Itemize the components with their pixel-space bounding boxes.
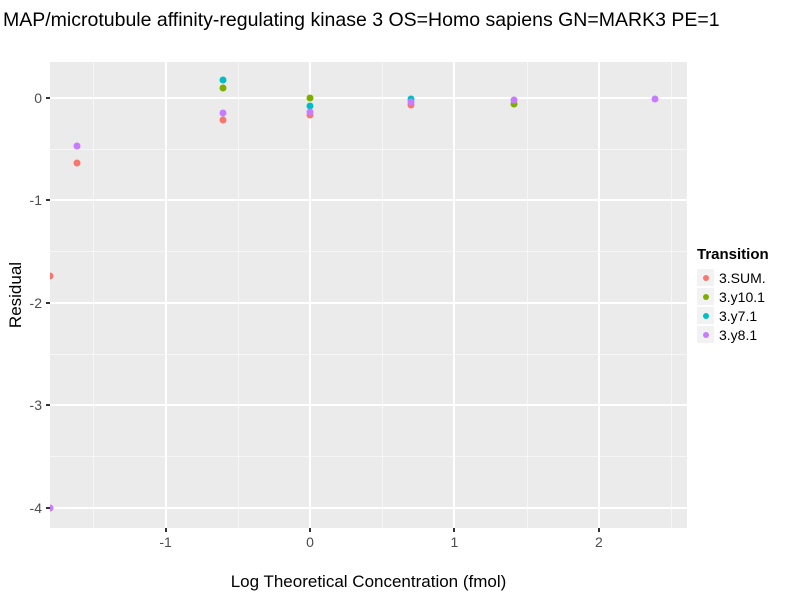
x-tick-label: 2 xyxy=(594,534,603,550)
x-tick-label: 0 xyxy=(306,534,314,550)
plot-panel xyxy=(50,62,687,528)
data-point xyxy=(306,102,314,110)
legend-entry: 3.y10.1 xyxy=(697,288,769,305)
data-point xyxy=(306,94,314,102)
gridline-major xyxy=(50,199,687,202)
x-tick-mark xyxy=(309,528,311,532)
legend-dot-icon xyxy=(702,331,709,338)
gridline-minor xyxy=(50,149,687,151)
y-tick-label: -1 xyxy=(29,192,42,209)
gridline-major xyxy=(50,301,687,304)
gridline-minor xyxy=(93,62,95,528)
y-tick-label: -4 xyxy=(29,499,42,516)
y-tick-mark xyxy=(46,506,50,509)
gridline-minor xyxy=(50,251,687,253)
y-tick-mark xyxy=(46,199,50,202)
legend-entry: 3.SUM. xyxy=(697,269,769,286)
gridline-minor xyxy=(50,456,687,458)
legend-entry-label: 3.y7.1 xyxy=(719,307,758,324)
data-point xyxy=(219,84,227,92)
legend-key xyxy=(697,288,714,305)
legend-dot-icon xyxy=(702,293,709,300)
gridline-major xyxy=(453,62,456,528)
gridline-major xyxy=(597,62,600,528)
y-axis-title: Residual xyxy=(6,261,25,329)
gridline-major xyxy=(50,96,687,99)
legend-key xyxy=(697,307,714,324)
legend: Transition 3.SUM. 3.y10.1 3.y7.1 3.y8.1 xyxy=(697,246,769,345)
gridline-minor xyxy=(526,62,528,528)
data-point xyxy=(306,108,314,116)
data-point xyxy=(510,96,518,104)
x-tick-mark xyxy=(164,528,167,532)
gridline-major xyxy=(309,62,311,528)
data-point xyxy=(73,142,81,150)
legend-title: Transition xyxy=(697,246,769,263)
data-point xyxy=(219,76,227,84)
legend-entry: 3.y7.1 xyxy=(697,307,769,324)
y-tick-mark xyxy=(46,301,50,304)
data-point xyxy=(510,100,518,108)
gridline-minor xyxy=(237,62,239,528)
legend-entry-label: 3.y8.1 xyxy=(719,326,758,343)
data-point xyxy=(651,95,659,103)
y-tick-label: -2 xyxy=(29,294,42,311)
gridline-major xyxy=(164,62,167,528)
legend-entry-label: 3.SUM. xyxy=(719,269,766,286)
gridline-minor xyxy=(382,62,384,528)
data-point xyxy=(407,98,415,106)
data-point xyxy=(50,272,54,280)
x-tick-mark xyxy=(453,528,456,532)
y-tick-mark xyxy=(46,404,50,407)
data-point xyxy=(219,116,227,124)
legend-entries: 3.SUM. 3.y10.1 3.y7.1 3.y8.1 xyxy=(697,269,769,343)
legend-entry-label: 3.y10.1 xyxy=(719,288,765,305)
gridline-minor xyxy=(671,62,673,528)
data-point xyxy=(73,159,81,167)
chart-title: MAP/microtubule affinity-regulating kina… xyxy=(3,9,720,31)
legend-key xyxy=(697,269,714,286)
gridline-major xyxy=(50,506,687,509)
legend-dot-icon xyxy=(702,312,709,319)
legend-dot-icon xyxy=(702,274,709,281)
x-tick-label: -1 xyxy=(159,534,172,550)
data-point xyxy=(50,504,54,512)
x-tick-label: 1 xyxy=(450,534,459,550)
x-axis-title: Log Theoretical Concentration (fmol) xyxy=(230,572,507,591)
data-point xyxy=(219,109,227,117)
x-tick-mark xyxy=(597,528,600,532)
gridline-major xyxy=(50,404,687,407)
y-tick-mark xyxy=(46,96,50,99)
y-tick-label: -3 xyxy=(29,397,42,414)
gridline-minor xyxy=(50,353,687,355)
y-tick-label: 0 xyxy=(34,89,42,106)
legend-key xyxy=(697,326,714,343)
legend-entry: 3.y8.1 xyxy=(697,326,769,343)
